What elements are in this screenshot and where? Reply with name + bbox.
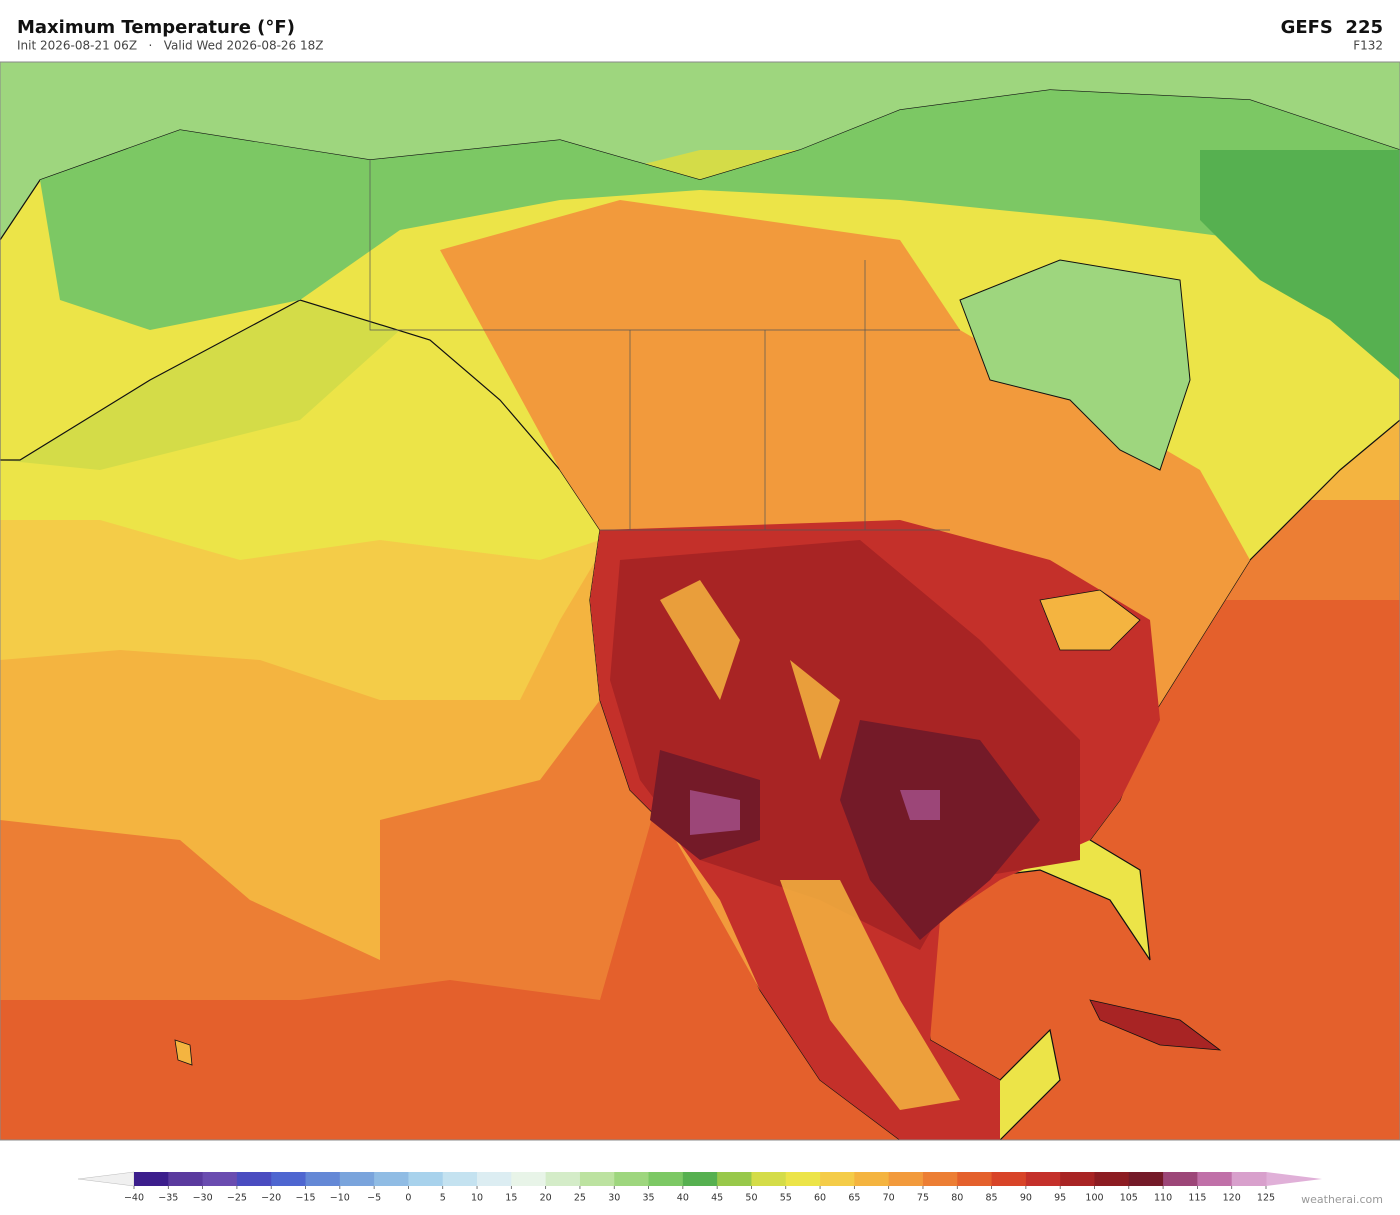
colorbar-tick-label: 110 xyxy=(1154,1193,1172,1204)
colorbar-bin xyxy=(305,1172,341,1186)
cuba xyxy=(1089,999,1222,1051)
colorbar-bin xyxy=(579,1172,615,1186)
colorbar-bin xyxy=(820,1172,855,1186)
colorbar-bin xyxy=(477,1172,512,1186)
record-region xyxy=(690,790,940,835)
colorbar-bin xyxy=(339,1172,375,1186)
colorbar-over xyxy=(1266,1172,1322,1186)
hawaii xyxy=(174,1039,193,1066)
colorbar-tick-label: −30 xyxy=(193,1193,213,1204)
colorbar-bin xyxy=(1060,1172,1095,1186)
colorbar-tick-label: 80 xyxy=(951,1193,963,1204)
colorbar-bin xyxy=(1197,1172,1233,1186)
colorbar-tick-label: 55 xyxy=(780,1193,792,1204)
colorbar-bin xyxy=(1163,1172,1198,1186)
colorbar-under xyxy=(77,1171,135,1187)
colorbar-tick-label: 100 xyxy=(1085,1193,1103,1204)
colorbar-tick-label: −5 xyxy=(367,1193,381,1204)
colorbar-bin xyxy=(511,1172,547,1186)
colorbar-bin xyxy=(991,1172,1027,1186)
highland xyxy=(660,580,960,1110)
colorbar-tick-label: 10 xyxy=(471,1193,483,1204)
map xyxy=(0,61,1400,1141)
colorbar-tick-label: −10 xyxy=(330,1193,350,1204)
colorbar-bin xyxy=(408,1172,444,1186)
colorbar-bin xyxy=(1231,1172,1267,1186)
colorbar-tick-label: 25 xyxy=(574,1193,586,1204)
colorbar-bin xyxy=(682,1172,718,1186)
colorbar-tick-label: 115 xyxy=(1188,1193,1206,1204)
colorbar-bin xyxy=(202,1172,238,1186)
colorbar-bin xyxy=(1094,1172,1130,1186)
colorbar-bin xyxy=(922,1172,958,1186)
colorbar-bin xyxy=(271,1172,307,1186)
watermark: weatherai.com xyxy=(1301,1193,1383,1206)
colorbar-tick-label: 15 xyxy=(505,1193,517,1204)
title: Maximum Temperature (°F) xyxy=(17,17,295,38)
colorbar-tick-label: 65 xyxy=(848,1193,860,1204)
arctic-land xyxy=(40,90,1400,330)
colorbar-bin xyxy=(1025,1172,1061,1186)
colorbar-bin xyxy=(134,1172,169,1186)
colorbar-tick-label: −40 xyxy=(124,1193,144,1204)
colorbar-bin xyxy=(168,1172,204,1186)
colorbar-tick-label: 120 xyxy=(1223,1193,1241,1204)
map-frame xyxy=(0,61,1400,1141)
colorbar-tick-label: 125 xyxy=(1257,1193,1275,1204)
colorbar-tick-label: 105 xyxy=(1120,1193,1138,1204)
colorbar-bin xyxy=(785,1172,821,1186)
colorbar-bin xyxy=(236,1172,272,1186)
colorbar-bin xyxy=(957,1172,993,1186)
colorbar-bin xyxy=(614,1172,650,1186)
colorbar-tick-label: 70 xyxy=(883,1193,895,1204)
colorbar-tick-label: 60 xyxy=(814,1193,826,1204)
colorbar-tick-label: 5 xyxy=(440,1193,446,1204)
colorbar-bin xyxy=(854,1172,890,1186)
colorbar-tick-label: −25 xyxy=(227,1193,247,1204)
colorbar-tick-label: 45 xyxy=(711,1193,723,1204)
labrador xyxy=(1200,150,1400,380)
subtitle: Init 2026-08-21 06Z · Valid Wed 2026-08-… xyxy=(17,39,324,53)
colorbar-bin xyxy=(1128,1172,1164,1186)
hudson-bay xyxy=(959,259,1191,471)
colorbar-tick-label: 50 xyxy=(745,1193,757,1204)
colorbar-tick-label: 35 xyxy=(642,1193,654,1204)
great-lakes xyxy=(1039,589,1141,651)
colorbar-tick-label: 20 xyxy=(540,1193,552,1204)
colorbar-tick-label: 85 xyxy=(986,1193,998,1204)
forecast-hour: F132 xyxy=(1353,39,1383,53)
model-label: GEFS 225 xyxy=(1281,17,1383,38)
colorbar-tick-label: 90 xyxy=(1020,1193,1032,1204)
colorbar-bin xyxy=(374,1172,409,1186)
colorbar-tick-label: 0 xyxy=(405,1193,411,1204)
colorbar-tick-label: −20 xyxy=(261,1193,281,1204)
colorbar-tick-label: −15 xyxy=(295,1193,315,1204)
colorbar-tick-label: 95 xyxy=(1054,1193,1066,1204)
colorbar: −40 −35 −30 −25 −20 −15 −10 −5 0 5 10 15 20 25 30 35 40 4… xyxy=(77,1171,1322,1204)
colorbar-tick-label: 30 xyxy=(608,1193,620,1204)
colorbar-bin xyxy=(888,1172,924,1186)
colorbar-bin xyxy=(751,1172,787,1186)
colorbar-bin xyxy=(648,1172,684,1186)
colorbar-tick-label: 40 xyxy=(677,1193,689,1204)
colorbar-tick-label: −35 xyxy=(158,1193,178,1204)
colorbar-bin xyxy=(442,1172,478,1186)
extreme-region xyxy=(650,720,1040,940)
boundaries xyxy=(369,160,960,531)
colorbar-bin xyxy=(545,1172,581,1186)
colorbar-tick-label: 75 xyxy=(917,1193,929,1204)
colorbar-bin xyxy=(717,1172,752,1186)
